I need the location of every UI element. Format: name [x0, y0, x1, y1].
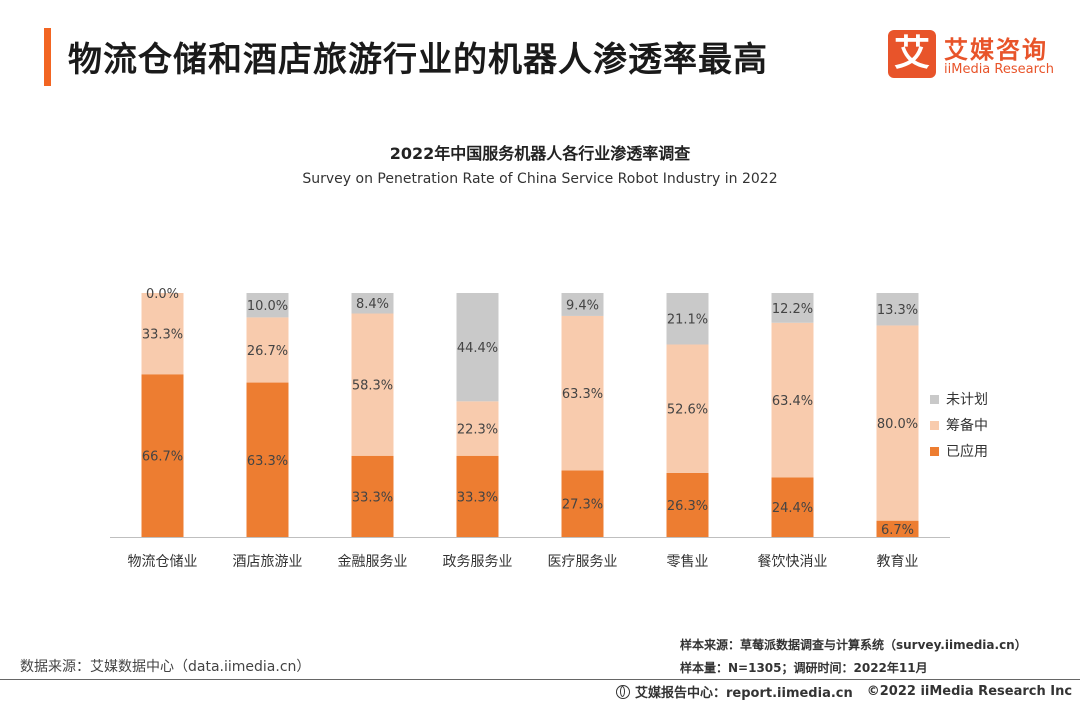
- report-center-link[interactable]: 艾媒报告中心：report.iimedia.cn: [635, 686, 853, 701]
- footer-bar: 艾媒报告中心：report.iimedia.cn ©2022 iiMedia R…: [616, 682, 1072, 701]
- chart-subtitle: Survey on Penetration Rate of China Serv…: [302, 171, 778, 187]
- data-label: 24.4%: [772, 501, 813, 516]
- data-label: 52.6%: [667, 403, 708, 418]
- logo-chinese-name: 艾媒咨询: [944, 36, 1048, 64]
- bar-segment-0-3: [456, 455, 499, 537]
- data-label: 58.3%: [352, 379, 393, 394]
- bar-segment-2-7: [876, 293, 919, 326]
- bar-segment-2-2: [351, 293, 394, 314]
- data-label: 63.3%: [562, 387, 603, 402]
- logo-mark: 艾: [888, 30, 936, 78]
- globe-icon: [616, 684, 630, 699]
- legend-swatch: [930, 394, 939, 404]
- legend-label: 未计划: [946, 392, 988, 408]
- data-label: 9.4%: [566, 298, 599, 313]
- data-label: 13.3%: [877, 303, 918, 318]
- data-label: 12.2%: [772, 302, 813, 317]
- copyright: ©2022 iiMedia Research Inc: [866, 684, 1073, 699]
- legend-label: 已应用: [946, 444, 988, 460]
- data-source: 数据来源：艾媒数据中心（data.iimedia.cn）: [20, 659, 311, 675]
- data-label: 63.4%: [772, 394, 813, 409]
- data-label: 66.7%: [142, 450, 183, 465]
- legend-item: 筹备中: [930, 412, 988, 438]
- data-label: 21.1%: [667, 313, 708, 328]
- data-label: 27.3%: [562, 498, 603, 513]
- bar-segment-2-3: [456, 293, 499, 402]
- bar-segment-0-5: [666, 472, 709, 537]
- x-tick-label: 金融服务业: [338, 554, 408, 570]
- bar-segment-1-5: [666, 344, 709, 473]
- legend-swatch: [930, 420, 939, 430]
- page-title: 物流仓储和酒店旅游行业的机器人渗透率最高: [68, 40, 768, 80]
- iimedia-logo: 艾 艾媒咨询 iiMedia Research: [888, 30, 1068, 80]
- bar-segment-2-5: [666, 293, 709, 345]
- x-tick-label: 医疗服务业: [548, 554, 618, 570]
- bar-segment-1-1: [246, 317, 289, 383]
- chart-title: 2022年中国服务机器人各行业渗透率调查: [389, 144, 691, 163]
- legend-swatch: [930, 446, 939, 456]
- data-label: 6.7%: [881, 523, 914, 538]
- bar-segment-0-1: [246, 382, 289, 537]
- x-tick-label: 餐饮快消业: [758, 554, 828, 570]
- bar-segment-1-7: [876, 325, 919, 521]
- data-label: 0.0%: [146, 287, 179, 302]
- x-tick-label: 零售业: [667, 554, 709, 570]
- bar-segment-1-2: [351, 313, 394, 456]
- data-label: 33.3%: [352, 490, 393, 505]
- x-tick-label: 政务服务业: [443, 554, 513, 570]
- sample-source: 样本来源：草莓派数据调查与计算系统（survey.iimedia.cn）: [680, 638, 1027, 652]
- legend-label: 筹备中: [946, 418, 988, 434]
- bar-segment-0-6: [771, 477, 814, 537]
- data-label: 26.7%: [247, 344, 288, 359]
- bar-segment-1-0: [141, 293, 184, 375]
- data-label: 63.3%: [247, 454, 288, 469]
- data-label: 80.0%: [877, 417, 918, 432]
- legend-item: 未计划: [930, 386, 988, 412]
- data-label: 44.4%: [457, 341, 498, 356]
- bar-segment-0-2: [351, 455, 394, 537]
- x-tick-label: 酒店旅游业: [233, 554, 303, 570]
- data-label: 33.3%: [457, 490, 498, 505]
- data-label: 22.3%: [457, 423, 498, 438]
- bar-segment-1-3: [456, 401, 499, 456]
- title-accent-bar: [44, 28, 51, 86]
- bar-segment-2-6: [771, 293, 814, 323]
- bar-segment-2-1: [246, 293, 289, 318]
- data-label: 10.0%: [247, 299, 288, 314]
- bar-segment-0-7: [876, 520, 919, 537]
- x-tick-label: 教育业: [877, 554, 919, 570]
- legend-item: 已应用: [930, 438, 988, 464]
- logo-english-name: iiMedia Research: [944, 62, 1055, 77]
- data-label: 33.3%: [142, 328, 183, 343]
- x-tick-label: 物流仓储业: [128, 554, 198, 570]
- bar-segment-2-4: [561, 293, 604, 316]
- bar-segment-1-4: [561, 315, 604, 471]
- footer-divider: [0, 679, 1080, 680]
- bar-segment-0-0: [141, 374, 184, 537]
- bar-segment-1-6: [771, 322, 814, 478]
- data-label: 8.4%: [356, 297, 389, 312]
- data-label: 26.3%: [667, 499, 708, 514]
- sample-size: 样本量：N=1305；调研时间：2022年11月: [680, 661, 928, 675]
- chart-legend: 未计划 筹备中 已应用: [930, 386, 988, 464]
- bar-segment-0-4: [561, 470, 604, 537]
